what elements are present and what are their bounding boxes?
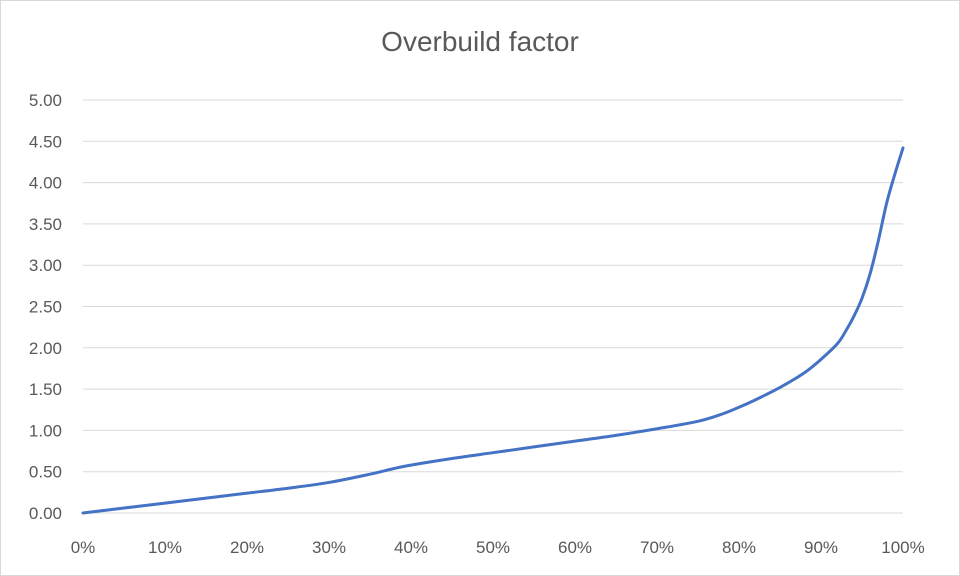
x-tick-label: 0% [71,538,96,557]
x-tick-label: 20% [230,538,264,557]
y-axis-ticks: 0.00 0.50 1.00 1.50 2.00 2.50 3.00 3.50 4.00 4.50… [29,91,62,523]
x-tick-label: 80% [722,538,756,557]
gridlines [83,99,903,473]
x-tick-label: 10% [148,538,182,557]
series-line [81,146,905,515]
x-tick-label: 70% [640,538,674,557]
y-tick-label: 4.50 [29,132,62,151]
y-tick-label: 1.50 [29,380,62,399]
x-tick-label: 50% [476,538,510,557]
y-tick-label: 0.00 [29,504,62,523]
x-tick-label: 30% [312,538,346,557]
y-tick-label: 4.00 [29,174,62,193]
y-tick-label: 1.00 [29,421,62,440]
y-tick-label: 3.50 [29,215,62,234]
x-axis-ticks: 0% 10% 20% 30% 40% 50% 60% 70% 80% 90% 100% [71,538,925,557]
x-tick-label: 100% [881,538,924,557]
x-tick-label: 60% [558,538,592,557]
y-tick-label: 0.50 [29,463,62,482]
y-tick-label: 2.50 [29,298,62,317]
y-tick-label: 3.00 [29,256,62,275]
x-tick-label: 40% [394,538,428,557]
x-tick-label: 90% [804,538,838,557]
series-layer [81,146,905,515]
y-tick-label: 5.00 [29,91,62,110]
y-tick-label: 2.00 [29,339,62,358]
chart-title: Overbuild factor [381,26,579,57]
